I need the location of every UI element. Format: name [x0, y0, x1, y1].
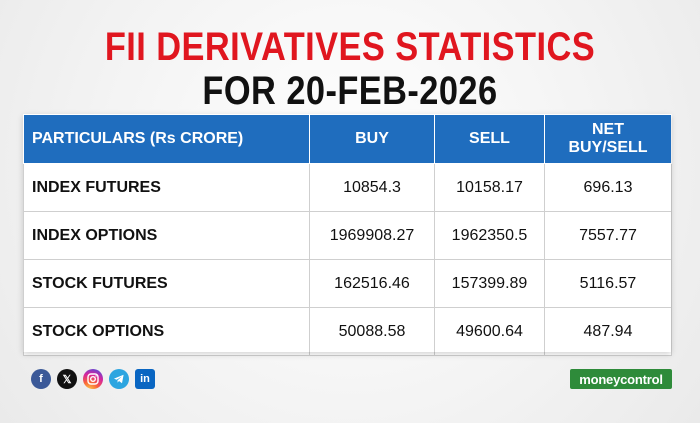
sell-value: 10158.17 — [434, 163, 545, 212]
statistics-table-container: PARTICULARS (Rs CRORE) BUY SELL NET BUY/… — [23, 114, 672, 356]
page-title: FII DERIVATIVES STATISTICS — [104, 25, 596, 69]
column-header-net: NET BUY/SELL — [544, 114, 672, 164]
brand-logo-text: moneycontrol — [579, 371, 663, 387]
statistics-table: PARTICULARS (Rs CRORE) BUY SELL NET BUY/… — [23, 114, 672, 356]
net-value: 7557.77 — [544, 211, 672, 260]
moneycontrol-logo: moneycontrol — [570, 369, 672, 389]
instagram-glyph — [87, 373, 99, 385]
buy-value: 50088.58 — [309, 307, 435, 356]
row-label: STOCK FUTURES — [23, 259, 310, 308]
table-header-row: PARTICULARS (Rs CRORE) BUY SELL NET BUY/… — [23, 114, 672, 164]
net-value: 487.94 — [544, 307, 672, 356]
linkedin-icon[interactable]: in — [135, 369, 155, 389]
instagram-icon[interactable] — [83, 369, 103, 389]
page-subtitle-date: FOR 20-FEB-2026 — [202, 69, 498, 113]
net-value: 5116.57 — [544, 259, 672, 308]
telegram-glyph — [114, 374, 124, 384]
social-share-bar: f 𝕏 in — [31, 369, 155, 389]
facebook-icon[interactable]: f — [31, 369, 51, 389]
row-label: STOCK OPTIONS — [23, 307, 310, 356]
x-icon[interactable]: 𝕏 — [57, 369, 77, 389]
row-label: INDEX OPTIONS — [23, 211, 310, 260]
net-value: 696.13 — [544, 163, 672, 212]
sell-value: 1962350.5 — [434, 211, 545, 260]
buy-value: 1969908.27 — [309, 211, 435, 260]
row-label: INDEX FUTURES — [23, 163, 310, 212]
table-shadow — [23, 114, 671, 352]
table-row: STOCK OPTIONS 50088.58 49600.64 487.94 — [23, 307, 672, 356]
sell-value: 49600.64 — [434, 307, 545, 356]
telegram-icon[interactable] — [109, 369, 129, 389]
table-row: INDEX OPTIONS 1969908.27 1962350.5 7557.… — [23, 211, 672, 260]
column-header-particulars: PARTICULARS (Rs CRORE) — [23, 114, 310, 164]
table-row: INDEX FUTURES 10854.3 10158.17 696.13 — [23, 163, 672, 212]
table-row: STOCK FUTURES 162516.46 157399.89 5116.5… — [23, 259, 672, 308]
